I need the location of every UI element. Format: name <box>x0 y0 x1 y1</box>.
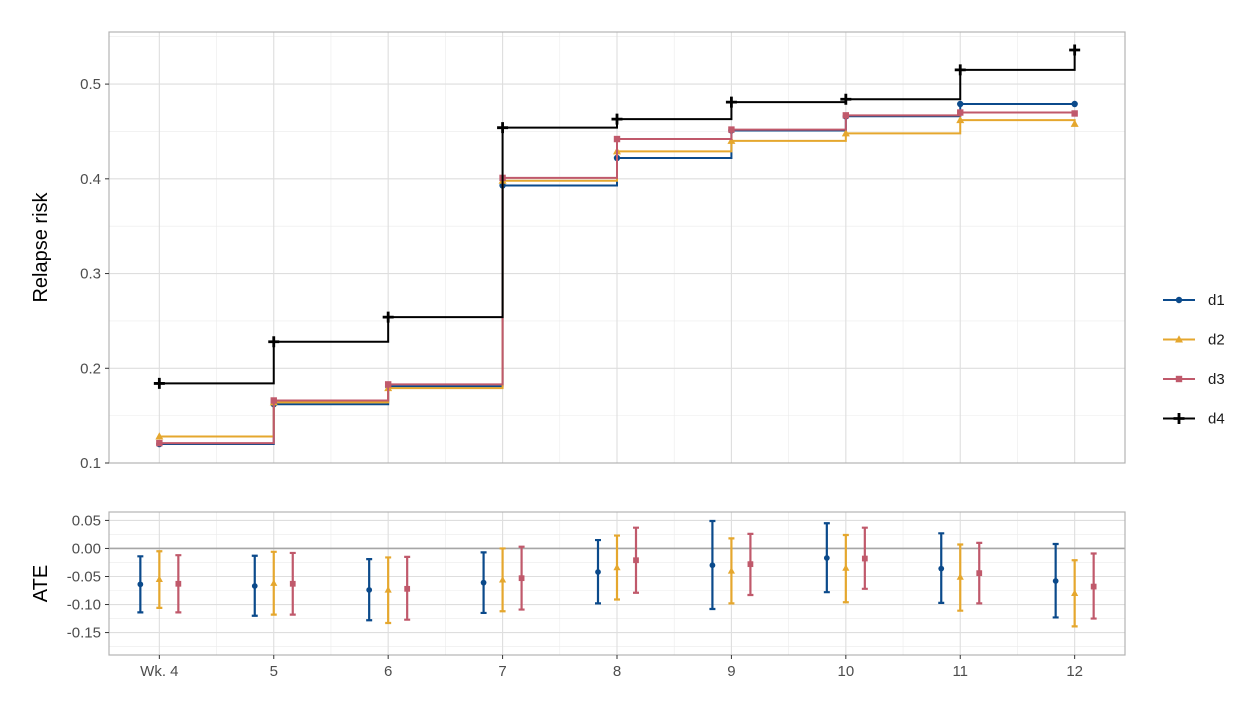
ate-point-d3 <box>861 555 868 562</box>
risk-point-d2 <box>727 136 736 144</box>
risk-point-d2 <box>956 115 965 124</box>
legend-item-d2: d2 <box>1163 332 1225 349</box>
ate-point-d1 <box>595 569 601 575</box>
legend-label: d4 <box>1208 411 1225 428</box>
legend-label: d1 <box>1208 292 1225 309</box>
risk-point-d2 <box>155 432 164 440</box>
risk-point-d4 <box>725 96 737 108</box>
risk-point-d4 <box>497 122 509 134</box>
ate-point-d2 <box>270 579 278 586</box>
legend-item-d3: d3 <box>1163 371 1225 388</box>
legend-key-marker <box>1175 296 1183 304</box>
ate-y-tick-label: -0.10 <box>67 597 101 614</box>
risk-point-d4 <box>1069 44 1081 56</box>
legend: d1 d2 d3 d4 <box>1163 292 1225 428</box>
ate-point-d3 <box>976 570 983 577</box>
legend-label: d3 <box>1208 371 1225 388</box>
ate-point-d3 <box>1090 583 1097 590</box>
risk-point-d4 <box>611 113 623 125</box>
legend-key-marker <box>1175 335 1183 343</box>
ate-point-d2 <box>842 564 850 571</box>
risk-y-axis-title: Relapse risk <box>30 191 52 302</box>
ate-panel: 0.05 0.00 -0.05 -0.10 -0.15 Wk. 4 5 6 7 8 9 10 11 12 A… <box>30 511 1126 680</box>
ate-point-d1 <box>709 562 716 569</box>
risk-point-d4 <box>153 377 165 389</box>
ate-point-d2 <box>384 586 392 593</box>
legend-item-d4: d4 <box>1163 411 1225 428</box>
x-tick-label: 7 <box>498 663 506 680</box>
ate-point-d3 <box>518 575 525 582</box>
x-tick-label: 9 <box>727 663 735 680</box>
ate-y-axis-title: ATE <box>30 565 52 602</box>
ate-point-d2 <box>498 576 507 583</box>
ate-series-d2 <box>155 533 1079 628</box>
ate-point-d1 <box>251 583 258 589</box>
risk-point-d3 <box>384 381 392 388</box>
x-tick-label: 8 <box>613 663 621 680</box>
ate-series-d1 <box>137 519 1059 622</box>
risk-point-d4 <box>268 336 280 348</box>
risk-point-d3 <box>957 109 964 116</box>
risk-point-d3 <box>613 135 621 143</box>
risk-y-tick-label: 0.3 <box>80 266 101 283</box>
ate-point-d3 <box>289 580 296 587</box>
ate-series-d3 <box>175 526 1097 621</box>
legend-key-marker <box>1173 413 1185 424</box>
ate-y-tick-label: 0.00 <box>72 540 101 557</box>
ate-point-d2 <box>613 563 621 571</box>
x-tick-label: Wk. 4 <box>140 663 178 680</box>
risk-point-d3 <box>156 439 163 447</box>
risk-point-d3 <box>842 112 850 119</box>
risk-point-d3 <box>728 126 735 133</box>
x-tick-label: 6 <box>384 663 392 680</box>
ate-point-d1 <box>137 581 144 588</box>
x-tick-label: 11 <box>952 663 968 680</box>
ate-point-d3 <box>747 561 754 568</box>
risk-panel-border <box>108 31 1126 464</box>
risk-point-d4 <box>840 93 852 105</box>
legend-label: d2 <box>1208 332 1225 349</box>
risk-point-d3 <box>1071 110 1078 117</box>
risk-point-d1 <box>957 100 964 108</box>
risk-y-tick-label: 0.5 <box>80 76 101 93</box>
ate-point-d1 <box>480 579 487 586</box>
ate-y-tick-label: -0.15 <box>67 625 101 642</box>
ate-point-d1 <box>366 587 373 593</box>
ate-y-tick-label: 0.05 <box>72 512 101 529</box>
risk-y-tick-label: 0.2 <box>80 360 101 377</box>
risk-y-tick-label: 0.1 <box>80 455 101 472</box>
risk-point-d2 <box>1070 119 1079 127</box>
risk-point-d1 <box>1071 100 1078 108</box>
ate-point-d2 <box>155 575 163 582</box>
x-tick-label: 12 <box>1066 663 1083 680</box>
risk-point-d4 <box>382 311 394 323</box>
ate-point-d2 <box>1071 589 1079 597</box>
x-tick-label: 10 <box>837 663 854 680</box>
ate-point-d3 <box>404 585 411 592</box>
risk-point-d4 <box>954 64 966 76</box>
ate-y-tick-label: -0.05 <box>67 568 101 585</box>
risk-point-d2 <box>841 129 850 137</box>
risk-y-tick-label: 0.4 <box>80 171 101 188</box>
ate-point-d1 <box>1052 578 1059 584</box>
ate-point-d1 <box>823 555 830 561</box>
risk-series-d4 <box>153 44 1081 389</box>
ate-point-d2 <box>956 573 964 580</box>
ate-point-d2 <box>727 567 736 574</box>
risk-panel: 0.1 0.2 0.3 0.4 0.5 Relapse risk <box>30 31 1126 472</box>
ate-point-d3 <box>633 557 639 564</box>
x-tick-label: 5 <box>270 663 278 680</box>
risk-point-d3 <box>270 397 277 404</box>
legend-key-marker <box>1175 375 1183 383</box>
ate-point-d3 <box>175 580 182 587</box>
legend-item-d1: d1 <box>1163 292 1225 309</box>
ate-point-d1 <box>938 565 945 572</box>
